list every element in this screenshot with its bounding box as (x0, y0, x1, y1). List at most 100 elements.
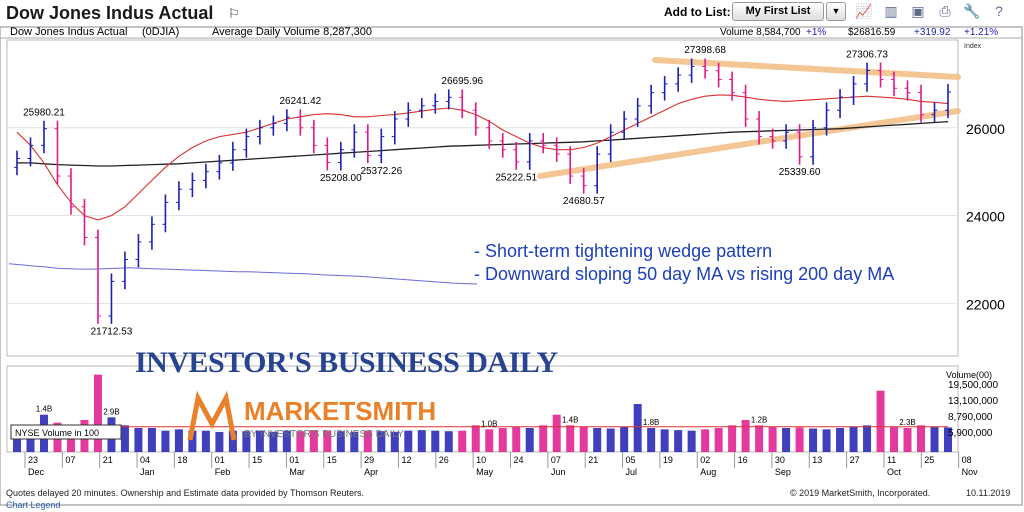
marketsmith-logo: MARKETSMITH (244, 396, 436, 426)
volume-bar (660, 429, 669, 452)
price-change-pct: +1.21% (964, 27, 998, 38)
volume-bar (917, 425, 926, 452)
volume-bar (944, 427, 952, 452)
volume-bar (890, 426, 899, 452)
volume-peak-label: 2.9B (103, 407, 119, 416)
chart-legend-link[interactable]: Chart Legend (6, 500, 61, 510)
x-month-label: Dec (28, 467, 45, 477)
volume-bar (458, 430, 467, 452)
volume-bar (363, 430, 372, 452)
x-month-label: Aug (700, 467, 716, 477)
x-tick-label: 25 (924, 455, 934, 465)
volume-bar (323, 430, 332, 452)
volume-bar (674, 430, 683, 452)
volume-bar (26, 428, 35, 452)
x-tick-label: 11 (887, 455, 896, 465)
volume-bar (269, 431, 278, 452)
x-tick-label: 10 (476, 455, 486, 465)
ibd-logo: INVESTOR'S BUSINESS DAILY (135, 346, 559, 379)
volume-bar (215, 432, 224, 452)
pdf-icon[interactable]: ▣ (911, 3, 925, 19)
volume-bar (296, 431, 305, 452)
x-tick-label: 18 (177, 455, 187, 465)
volume-bar (93, 374, 102, 452)
volume-bar (876, 390, 885, 452)
print-icon[interactable]: ⎙ (939, 3, 951, 19)
volume-bar (795, 427, 804, 452)
volume-bar (768, 426, 777, 452)
volume-bar (228, 430, 237, 452)
chevron-down-icon[interactable]: ▼ (826, 2, 846, 21)
chart-bar-icon[interactable]: ▥ (884, 3, 898, 19)
price-change: +319.92 (914, 27, 951, 38)
price-label: 26241.42 (279, 96, 321, 107)
chart-frame (0, 26, 1023, 506)
price-label: 21712.53 (91, 326, 133, 337)
wrench-icon[interactable]: 🔧 (963, 3, 981, 19)
volume-bar (390, 431, 399, 452)
relative-strength-line (8, 263, 478, 285)
ma50-line (16, 94, 949, 221)
price-label: 26695.96 (441, 76, 483, 87)
volume-peak-label: 1.4B (562, 415, 578, 424)
volume-legend-box (10, 424, 122, 440)
price-label: 25208.00 (320, 173, 362, 184)
volume-bar (309, 430, 318, 452)
volume-bar (471, 425, 480, 452)
volume-bar (606, 428, 615, 452)
volume-bar (687, 430, 696, 452)
price-panel (6, 39, 959, 357)
x-tick-label: 02 (700, 455, 710, 465)
add-to-list-label: Add to List: (664, 5, 731, 19)
y-tick-label: 24000 (966, 209, 1005, 225)
volume-bar (431, 430, 440, 452)
volume-peak-label: 1.0B (481, 419, 497, 428)
volume-bar (147, 428, 156, 452)
x-tick-label: 16 (738, 455, 748, 465)
volume-axis-title: Volume(00) (946, 370, 992, 380)
x-month-label: Mar (289, 467, 305, 477)
price-label: 25980.21 (23, 107, 65, 118)
x-month-label: May (476, 467, 494, 477)
x-tick-label: 01 (289, 455, 299, 465)
volume-bar (336, 431, 345, 452)
help-icon[interactable]: ? (995, 3, 1003, 19)
x-month-label: Jun (551, 467, 566, 477)
volume-value: Volume 8,584,700 (720, 27, 801, 38)
x-tick-label: 21 (103, 455, 113, 465)
price-label: 27398.68 (684, 45, 726, 56)
x-tick-label: 01 (215, 455, 225, 465)
volume-legend-label: NYSE Volume in 100 (15, 428, 99, 438)
volume-bar (255, 430, 264, 452)
flag-icon[interactable]: ⚐ (228, 6, 240, 21)
annotation-text: - Downward sloping 50 day MA vs rising 2… (474, 264, 894, 284)
volume-bar (161, 430, 170, 452)
list-select[interactable]: My First List (732, 2, 824, 21)
title-bar: Dow Jones Indus Actual ⚐ Add to List: My… (0, 0, 1024, 26)
x-month-label: Feb (215, 467, 231, 477)
volume-bar (701, 429, 710, 452)
volume-bar (188, 430, 197, 452)
x-tick-label: 29 (364, 455, 374, 465)
volume-peak-label: 2.3B (899, 418, 915, 427)
x-tick-label: 07 (65, 455, 75, 465)
chart-line-icon[interactable]: 📈 (855, 3, 873, 19)
volume-bar (930, 426, 939, 452)
x-month-label: Oct (887, 467, 902, 477)
volume-bar (134, 428, 143, 452)
volume-peak-label: 1.8B (643, 418, 659, 427)
volume-bar (552, 414, 561, 452)
volume-bar (714, 428, 723, 452)
volume-bar (404, 430, 413, 452)
price-label: 27306.73 (846, 49, 888, 60)
volume-bar (417, 430, 426, 452)
wedge-lower-line (537, 108, 961, 179)
x-tick-label: 15 (252, 455, 262, 465)
volume-bar (741, 420, 750, 452)
price-label: 25339.60 (779, 167, 821, 178)
x-tick-label: 04 (140, 455, 150, 465)
volume-bar (174, 429, 183, 452)
x-month-label: Apr (364, 467, 378, 477)
x-tick-label: 24 (514, 455, 524, 465)
